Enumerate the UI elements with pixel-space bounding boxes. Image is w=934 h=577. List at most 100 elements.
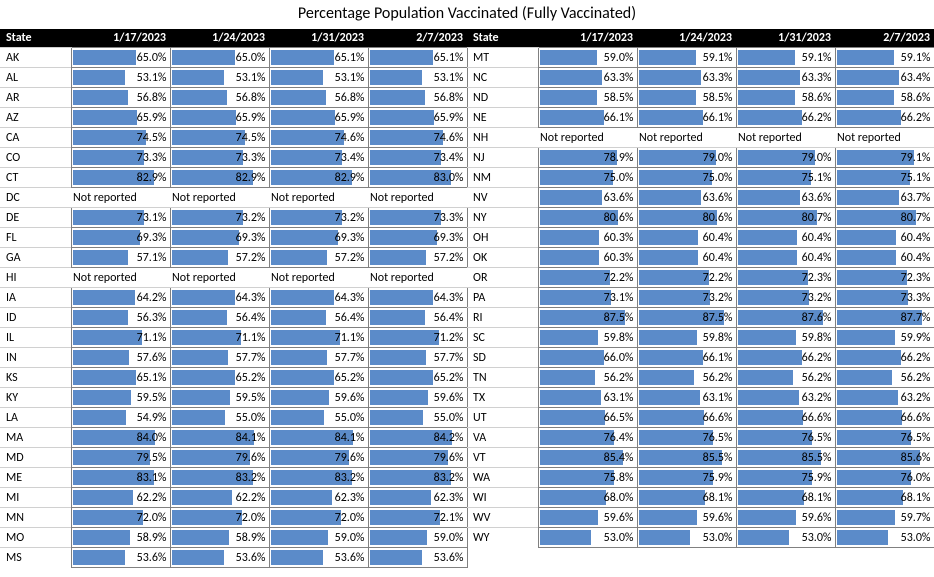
value-label: 68.0% bbox=[539, 491, 637, 505]
value-label: 80.6% bbox=[539, 211, 637, 225]
table-row: MD79.5%79.6%79.6%79.6% bbox=[0, 448, 467, 468]
value-cell: 53.1% bbox=[170, 68, 269, 88]
state-cell: AZ bbox=[0, 108, 71, 128]
value-label: 63.6% bbox=[638, 191, 736, 205]
state-cell: MO bbox=[0, 528, 71, 548]
value-cell: 59.6% bbox=[538, 508, 637, 528]
value-cell: 58.6% bbox=[835, 88, 934, 108]
right-half: State 1/17/2023 1/24/2023 1/31/2023 2/7/… bbox=[467, 29, 934, 568]
value-cell: 82.9% bbox=[71, 168, 170, 188]
value-cell: 59.0% bbox=[538, 48, 637, 68]
value-cell: 63.3% bbox=[736, 68, 835, 88]
value-cell: 57.7% bbox=[170, 348, 269, 368]
value-label: 57.2% bbox=[270, 251, 368, 265]
state-cell: VT bbox=[467, 448, 538, 468]
value-cell: 53.0% bbox=[835, 528, 934, 548]
value-cell: 66.0% bbox=[538, 348, 637, 368]
value-label: 59.5% bbox=[72, 391, 170, 405]
value-cell: 65.0% bbox=[71, 48, 170, 68]
table-row: NHNot reportedNot reportedNot reportedNo… bbox=[467, 128, 934, 148]
state-cell: MI bbox=[0, 488, 71, 508]
value-cell: 73.2% bbox=[637, 288, 736, 308]
value-cell: 66.5% bbox=[538, 408, 637, 428]
value-cell: 85.5% bbox=[637, 448, 736, 468]
value-label: 87.5% bbox=[638, 311, 736, 325]
state-cell: FL bbox=[0, 228, 71, 248]
col-date-3: 2/7/2023 bbox=[368, 29, 467, 48]
col-date-1: 1/24/2023 bbox=[170, 29, 269, 48]
state-cell: AK bbox=[0, 48, 71, 68]
value-label: 57.6% bbox=[72, 351, 170, 365]
value-cell: 73.4% bbox=[269, 148, 368, 168]
table-wrap: State 1/17/2023 1/24/2023 1/31/2023 2/7/… bbox=[0, 29, 934, 568]
value-cell: 73.2% bbox=[736, 288, 835, 308]
value-label: 73.1% bbox=[539, 291, 637, 305]
value-cell: 80.6% bbox=[637, 208, 736, 228]
value-cell: 73.3% bbox=[368, 208, 467, 228]
value-cell: 66.2% bbox=[835, 348, 934, 368]
not-reported-cell: Not reported bbox=[736, 128, 835, 148]
value-cell: 65.2% bbox=[368, 368, 467, 388]
value-cell: 69.3% bbox=[269, 228, 368, 248]
state-cell: ID bbox=[0, 308, 71, 328]
state-cell: IL bbox=[0, 328, 71, 348]
value-label: 59.9% bbox=[836, 331, 934, 345]
table-row: IN57.6%57.7%57.7%57.7% bbox=[0, 348, 467, 368]
state-cell: NY bbox=[467, 208, 538, 228]
state-cell: DE bbox=[0, 208, 71, 228]
value-label: 58.9% bbox=[72, 531, 170, 545]
value-label: 53.1% bbox=[270, 71, 368, 85]
value-cell: 54.9% bbox=[71, 408, 170, 428]
value-cell: 72.1% bbox=[368, 508, 467, 528]
value-cell: 56.4% bbox=[368, 308, 467, 328]
value-cell: 73.1% bbox=[71, 208, 170, 228]
value-label: 56.3% bbox=[72, 311, 170, 325]
value-cell: 68.1% bbox=[736, 488, 835, 508]
value-label: 56.2% bbox=[737, 371, 835, 385]
state-cell: NV bbox=[467, 188, 538, 208]
value-label: 73.3% bbox=[171, 151, 269, 165]
value-cell: 58.6% bbox=[736, 88, 835, 108]
value-label: 56.8% bbox=[270, 91, 368, 105]
state-cell: TN bbox=[467, 368, 538, 388]
value-label: 66.1% bbox=[539, 111, 637, 125]
value-label: 72.0% bbox=[171, 511, 269, 525]
value-label: 64.3% bbox=[270, 291, 368, 305]
table-row: RI87.5%87.5%87.6%87.7% bbox=[467, 308, 934, 328]
value-cell: 63.2% bbox=[835, 388, 934, 408]
table-row: TX63.1%63.1%63.2%63.2% bbox=[467, 388, 934, 408]
state-cell: WV bbox=[467, 508, 538, 528]
table-row: NC63.3%63.3%63.3%63.4% bbox=[467, 68, 934, 88]
value-label: 57.7% bbox=[171, 351, 269, 365]
state-cell: IA bbox=[0, 288, 71, 308]
value-cell: 66.6% bbox=[736, 408, 835, 428]
value-label: 64.2% bbox=[72, 291, 170, 305]
table-row: DCNot reportedNot reportedNot reportedNo… bbox=[0, 188, 467, 208]
value-label: 79.6% bbox=[171, 451, 269, 465]
value-cell: 69.3% bbox=[170, 228, 269, 248]
table-row: AR56.8%56.8%56.8%56.8% bbox=[0, 88, 467, 108]
table-row: AK65.0%65.0%65.1%65.1% bbox=[0, 48, 467, 68]
value-cell: 83.2% bbox=[269, 468, 368, 488]
value-label: 74.5% bbox=[171, 131, 269, 145]
table-row: DE73.1%73.2%73.2%73.3% bbox=[0, 208, 467, 228]
value-label: 60.4% bbox=[737, 251, 835, 265]
value-label: 66.1% bbox=[638, 351, 736, 365]
value-cell: 56.2% bbox=[835, 368, 934, 388]
table-row: CO73.3%73.3%73.4%73.4% bbox=[0, 148, 467, 168]
value-label: 53.6% bbox=[72, 551, 170, 565]
value-cell: 62.3% bbox=[368, 488, 467, 508]
value-cell: 74.5% bbox=[71, 128, 170, 148]
value-cell: 53.0% bbox=[736, 528, 835, 548]
left-table: State 1/17/2023 1/24/2023 1/31/2023 2/7/… bbox=[0, 29, 468, 568]
value-cell: 75.0% bbox=[538, 168, 637, 188]
table-row: IA64.2%64.3%64.3%64.3% bbox=[0, 288, 467, 308]
table-row: SC59.8%59.8%59.8%59.9% bbox=[467, 328, 934, 348]
value-label: 69.3% bbox=[72, 231, 170, 245]
value-cell: 64.2% bbox=[71, 288, 170, 308]
state-cell: CO bbox=[0, 148, 71, 168]
value-label: 74.6% bbox=[369, 131, 467, 145]
value-cell: 63.6% bbox=[538, 188, 637, 208]
value-label: 84.2% bbox=[369, 431, 467, 445]
value-cell: 59.1% bbox=[835, 48, 934, 68]
